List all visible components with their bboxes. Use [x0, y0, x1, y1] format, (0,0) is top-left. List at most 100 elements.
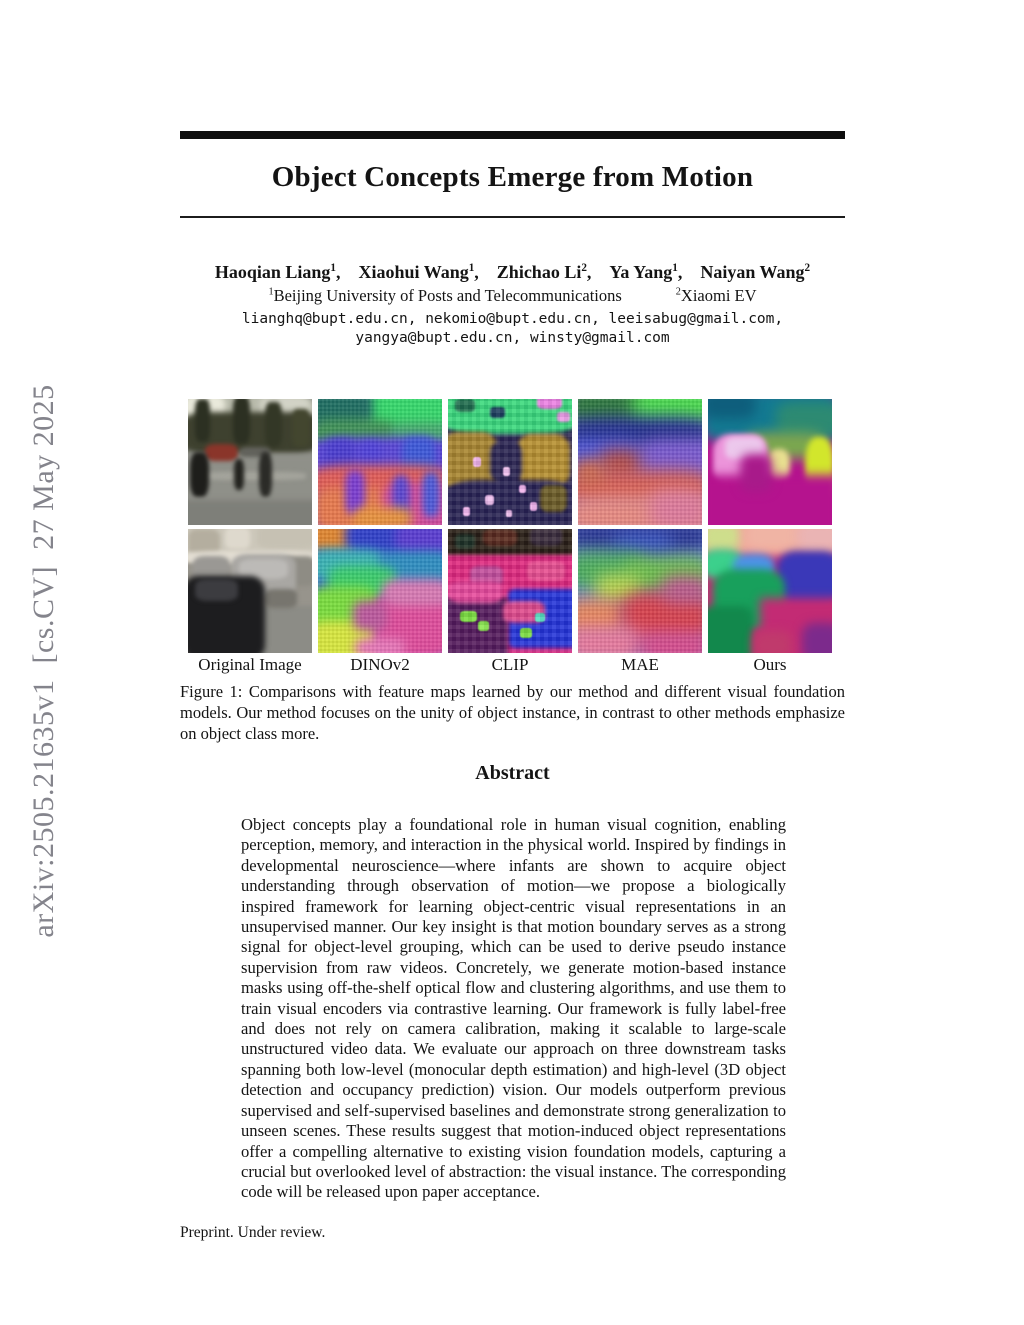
image-blob	[637, 630, 702, 653]
image-blob	[200, 472, 306, 480]
original-image-traffic	[188, 529, 312, 653]
figure-1-image-grid	[188, 399, 832, 653]
label-dinov2: DINOv2	[350, 655, 410, 674]
email-line: lianghq@bupt.edu.cn, nekomio@bupt.edu.cn…	[241, 311, 784, 327]
image-blob	[725, 436, 763, 460]
image-blob	[640, 439, 702, 475]
image-blob	[802, 623, 832, 653]
image-blob	[578, 459, 606, 485]
author-block: Haoqian Liang1, Xiaohui Wang1, Zhichao L…	[150, 262, 875, 348]
image-blob	[455, 533, 476, 549]
image-blob	[557, 411, 570, 422]
image-blob	[195, 399, 211, 442]
image-blob	[462, 507, 471, 517]
image-blob	[472, 456, 482, 468]
label-clip: CLIP	[491, 655, 529, 674]
title-rule-top	[180, 131, 845, 139]
image-blob	[232, 399, 250, 445]
image-blob	[740, 454, 773, 493]
image-blob	[352, 507, 413, 525]
paper-title: Object Concepts Emerge from Motion	[271, 161, 754, 193]
image-blob	[485, 494, 494, 505]
dinov2-feature-map-street	[318, 399, 442, 525]
image-blob	[460, 610, 477, 622]
clip-feature-map-street	[448, 399, 572, 525]
preprint-note: Preprint. Under review.	[180, 1224, 326, 1241]
affiliation: 1Beijing University of Posts and Telecom…	[268, 286, 622, 305]
image-blob	[529, 529, 563, 547]
author-name: Zhichao Li2	[496, 262, 587, 282]
image-blob	[502, 467, 510, 476]
author-name: Xiaohui Wang1	[358, 262, 475, 282]
label-original-image: Original Image	[198, 655, 302, 674]
image-blob	[578, 625, 643, 653]
original-image-street-crossing	[188, 399, 312, 525]
image-blob	[662, 576, 702, 604]
figure-1-caption: Figure 1: Comparisons with feature maps …	[180, 682, 845, 743]
image-blob	[490, 406, 506, 418]
title-rule-bottom	[180, 216, 845, 218]
arxiv-watermark: arXiv:2505.21635v1 [cs.CV] 27 May 2025	[27, 384, 60, 938]
ours-feature-map-street	[708, 399, 832, 525]
image-blob	[188, 499, 312, 525]
image-blob	[527, 561, 565, 582]
ours-feature-map-traffic	[708, 529, 832, 653]
mae-feature-map-traffic	[578, 529, 702, 653]
image-blob	[506, 509, 513, 518]
affiliations-line: 1Beijing University of Posts and Telecom…	[150, 286, 875, 306]
author-names-line: Haoqian Liang1, Xiaohui Wang1, Zhichao L…	[214, 262, 811, 282]
author-emails: lianghq@bupt.edu.cn, nekomio@bupt.edu.cn…	[150, 310, 875, 348]
figure-1-column-labels: Original Image DINOv2 CLIP MAE Ours	[188, 655, 832, 675]
image-blob	[345, 469, 366, 515]
image-blob	[649, 489, 702, 525]
image-blob	[292, 409, 310, 447]
email-line: yangya@bupt.edu.cn, winsty@gmail.com	[355, 330, 670, 346]
author-name: Ya Yang1	[609, 262, 678, 282]
image-blob	[517, 434, 570, 488]
image-blob	[537, 399, 563, 410]
abstract-heading: Abstract	[475, 762, 550, 784]
clip-feature-map-traffic	[448, 529, 572, 653]
dinov2-feature-map-traffic	[318, 529, 442, 653]
image-blob	[539, 484, 568, 513]
label-mae: MAE	[621, 655, 659, 674]
affiliation: 2Xiaomi EV	[675, 286, 757, 305]
image-blob	[240, 446, 270, 457]
image-blob	[482, 529, 518, 547]
image-blob	[519, 628, 533, 639]
image-blob	[745, 529, 801, 549]
image-blob	[205, 444, 238, 461]
image-blob	[708, 605, 753, 653]
image-blob	[225, 529, 250, 549]
image-blob	[752, 630, 793, 653]
abstract-text: Object concepts play a foundational role…	[241, 815, 786, 1202]
author-name: Naiyan Wang2	[700, 262, 811, 282]
image-blob	[257, 529, 312, 549]
image-blob	[233, 459, 244, 490]
image-blob	[258, 451, 273, 498]
image-blob	[355, 638, 405, 653]
image-blob	[767, 449, 790, 483]
image-blob	[708, 529, 741, 552]
image-blob	[708, 399, 757, 420]
image-blob	[502, 600, 545, 624]
image-blob	[455, 399, 476, 412]
image-blob	[448, 581, 503, 604]
image-blob	[776, 401, 832, 437]
image-blob	[190, 451, 210, 498]
image-blob	[238, 558, 289, 579]
image-blob	[490, 441, 523, 483]
label-ours: Ours	[753, 655, 787, 674]
image-blob	[477, 620, 489, 631]
image-blob	[470, 566, 503, 587]
image-blob	[529, 502, 538, 512]
image-blob	[534, 613, 545, 622]
image-blob	[264, 401, 283, 447]
author-name: Haoqian Liang1	[214, 262, 336, 282]
image-blob	[422, 472, 440, 518]
image-blob	[797, 529, 832, 552]
image-blob	[264, 588, 298, 609]
image-blob	[777, 551, 832, 606]
image-blob	[352, 600, 388, 631]
